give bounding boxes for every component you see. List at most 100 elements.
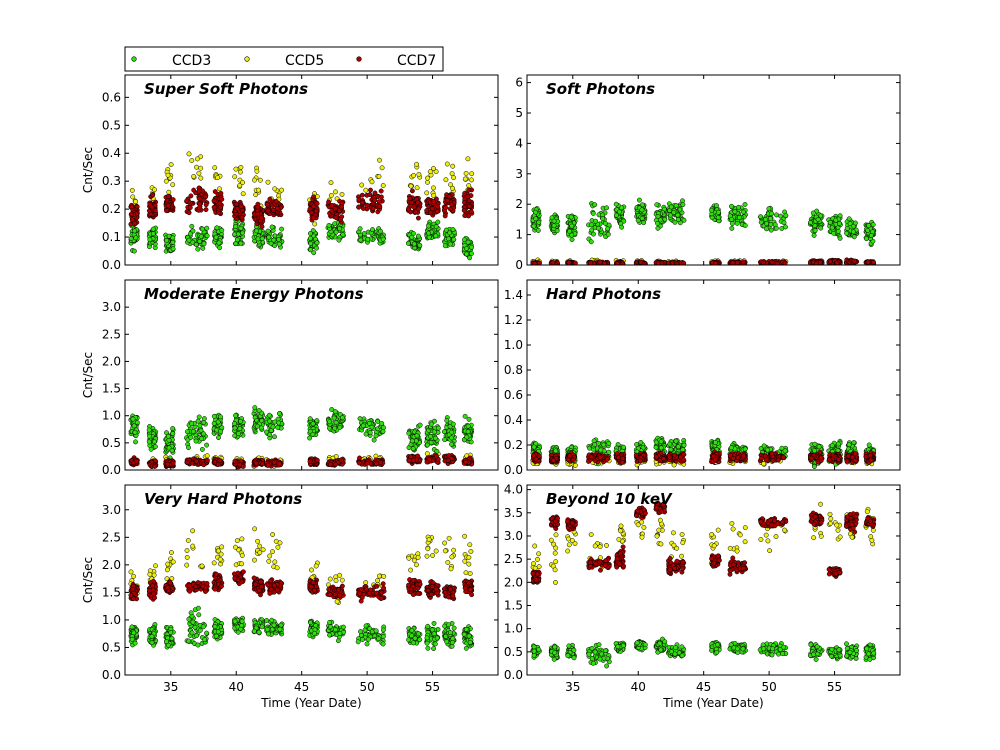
point-ccd7 <box>550 260 556 265</box>
point-ccd3 <box>851 229 856 235</box>
point-ccd3 <box>462 413 468 419</box>
point-ccd3 <box>200 226 205 232</box>
point-ccd3 <box>152 444 158 450</box>
point-ccd3 <box>729 225 735 231</box>
point-ccd3 <box>314 418 320 424</box>
point-ccd5 <box>462 176 468 182</box>
point-ccd3 <box>617 209 622 215</box>
point-ccd7 <box>255 211 261 217</box>
point-ccd3 <box>569 232 575 238</box>
point-ccd7 <box>253 460 259 466</box>
point-ccd3 <box>593 218 599 224</box>
point-ccd5 <box>339 191 345 197</box>
legend-marker-ccd3 <box>131 56 137 62</box>
point-ccd3 <box>569 223 575 229</box>
point-ccd3 <box>846 216 852 222</box>
point-ccd3 <box>170 246 176 252</box>
point-ccd3 <box>590 210 596 216</box>
point-ccd3 <box>276 411 282 416</box>
point-ccd3 <box>767 216 773 222</box>
point-ccd7 <box>374 461 380 467</box>
point-ccd3 <box>431 429 437 435</box>
point-ccd7 <box>217 205 223 210</box>
point-ccd3 <box>310 431 316 437</box>
point-ccd3 <box>201 241 207 247</box>
point-ccd3 <box>442 243 448 249</box>
point-ccd3 <box>233 413 239 418</box>
point-ccd3 <box>265 228 271 234</box>
point-ccd3 <box>808 220 814 225</box>
panel-title: Super Soft Photons <box>144 80 308 98</box>
point-ccd7 <box>238 204 244 209</box>
point-ccd3 <box>469 244 474 250</box>
point-ccd7 <box>870 259 876 265</box>
point-ccd7 <box>466 203 472 209</box>
legend-marker-ccd5 <box>244 56 250 62</box>
point-ccd5 <box>253 192 259 198</box>
point-ccd7 <box>152 208 158 214</box>
point-ccd3 <box>736 204 741 210</box>
point-ccd7 <box>445 457 451 463</box>
point-ccd3 <box>215 419 221 425</box>
point-ccd3 <box>373 433 379 439</box>
point-ccd3 <box>729 221 735 226</box>
point-ccd3 <box>361 231 367 236</box>
point-ccd3 <box>467 255 473 261</box>
series-ccd3 <box>128 405 475 461</box>
point-ccd5 <box>240 180 246 185</box>
point-ccd3 <box>675 217 681 223</box>
point-ccd5 <box>443 177 449 183</box>
point-ccd5 <box>240 191 246 197</box>
point-ccd3 <box>417 422 423 428</box>
point-ccd3 <box>729 216 735 222</box>
point-ccd3 <box>409 234 415 240</box>
point-ccd3 <box>444 418 450 423</box>
point-ccd7 <box>368 187 373 193</box>
point-ccd3 <box>764 226 769 232</box>
y-axis-label: Cnt/Sec <box>81 352 95 398</box>
point-ccd3 <box>218 414 223 420</box>
legend: CCD3 CCD5 CCD7 <box>124 46 444 72</box>
point-ccd3 <box>276 241 282 247</box>
point-ccd3 <box>868 233 874 238</box>
point-ccd3 <box>553 448 559 454</box>
point-ccd3 <box>551 223 557 229</box>
point-ccd3 <box>426 234 432 240</box>
point-ccd7 <box>240 464 246 469</box>
point-ccd7 <box>165 461 171 467</box>
point-ccd3 <box>258 425 264 431</box>
point-ccd5 <box>433 169 439 175</box>
point-ccd3 <box>232 231 238 237</box>
point-ccd5 <box>212 165 218 171</box>
point-ccd7 <box>337 217 343 222</box>
point-ccd3 <box>742 223 748 228</box>
point-ccd3 <box>768 227 774 233</box>
point-ccd3 <box>254 423 260 429</box>
point-ccd5 <box>376 174 382 179</box>
y-tick-label: 1.5 <box>102 382 121 396</box>
point-ccd3 <box>606 449 612 455</box>
point-ccd3 <box>709 207 715 213</box>
point-ccd3 <box>870 222 876 228</box>
y-tick-label: 0.5 <box>102 118 121 132</box>
point-ccd7 <box>187 205 193 211</box>
point-ccd3 <box>276 420 282 426</box>
point-ccd7 <box>532 261 538 265</box>
point-ccd7 <box>597 259 603 265</box>
point-ccd7 <box>329 208 335 214</box>
point-ccd7 <box>415 200 421 205</box>
point-ccd3 <box>311 250 317 256</box>
point-ccd3 <box>340 232 346 238</box>
legend-box <box>124 46 444 72</box>
point-ccd3 <box>758 214 764 220</box>
point-ccd3 <box>189 223 195 229</box>
point-ccd7 <box>409 188 415 194</box>
point-ccd3 <box>240 230 246 236</box>
point-ccd3 <box>606 440 612 446</box>
point-ccd3 <box>449 435 455 441</box>
point-ccd7 <box>734 260 740 265</box>
point-ccd7 <box>259 215 265 221</box>
point-ccd7 <box>364 202 370 208</box>
